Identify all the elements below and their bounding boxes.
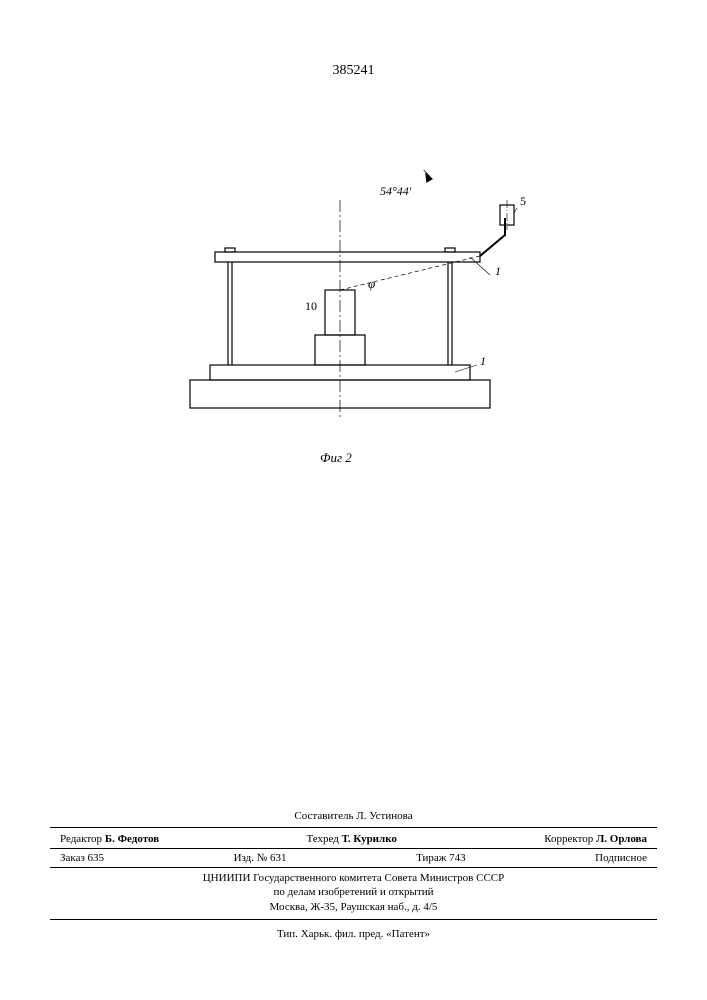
order-number: Заказ 635 xyxy=(60,852,104,864)
credits-row: Редактор Б. Федотов Техред Т. Курилко Ко… xyxy=(50,830,657,848)
svg-text:1: 1 xyxy=(480,354,486,368)
corrector-credit: Корректор Л. Орлова xyxy=(544,833,647,845)
figure-diagram: 54°44' φ 10 5 1 1 xyxy=(150,170,530,450)
svg-text:10: 10 xyxy=(305,299,317,313)
subscription: Подписное xyxy=(595,852,647,864)
order-row: Заказ 635 Изд. № 631 Тираж 743 Подписное xyxy=(50,848,657,868)
svg-text:1: 1 xyxy=(495,264,501,278)
tirazh: Тираж 743 xyxy=(416,852,466,864)
techred-credit: Техред Т. Курилко xyxy=(307,833,397,845)
institution-info: ЦНИИПИ Государственного комитета Совета … xyxy=(50,868,657,917)
figure-caption: Фиг 2 xyxy=(320,450,352,466)
footer-block: Составитель Л. Устинова Редактор Б. Федо… xyxy=(50,810,657,940)
compiler-credit: Составитель Л. Устинова xyxy=(50,810,657,825)
svg-text:5: 5 xyxy=(520,194,526,208)
svg-text:φ: φ xyxy=(368,276,375,291)
edition-number: Изд. № 631 xyxy=(234,852,287,864)
printer-info: Тип. Харьк. фил. пред. «Патент» xyxy=(50,922,657,940)
technical-drawing: 54°44' φ 10 5 1 1 xyxy=(150,170,530,450)
editor-credit: Редактор Б. Федотов xyxy=(60,833,159,845)
svg-text:54°44': 54°44' xyxy=(380,184,412,198)
page-number: 385241 xyxy=(333,63,375,79)
